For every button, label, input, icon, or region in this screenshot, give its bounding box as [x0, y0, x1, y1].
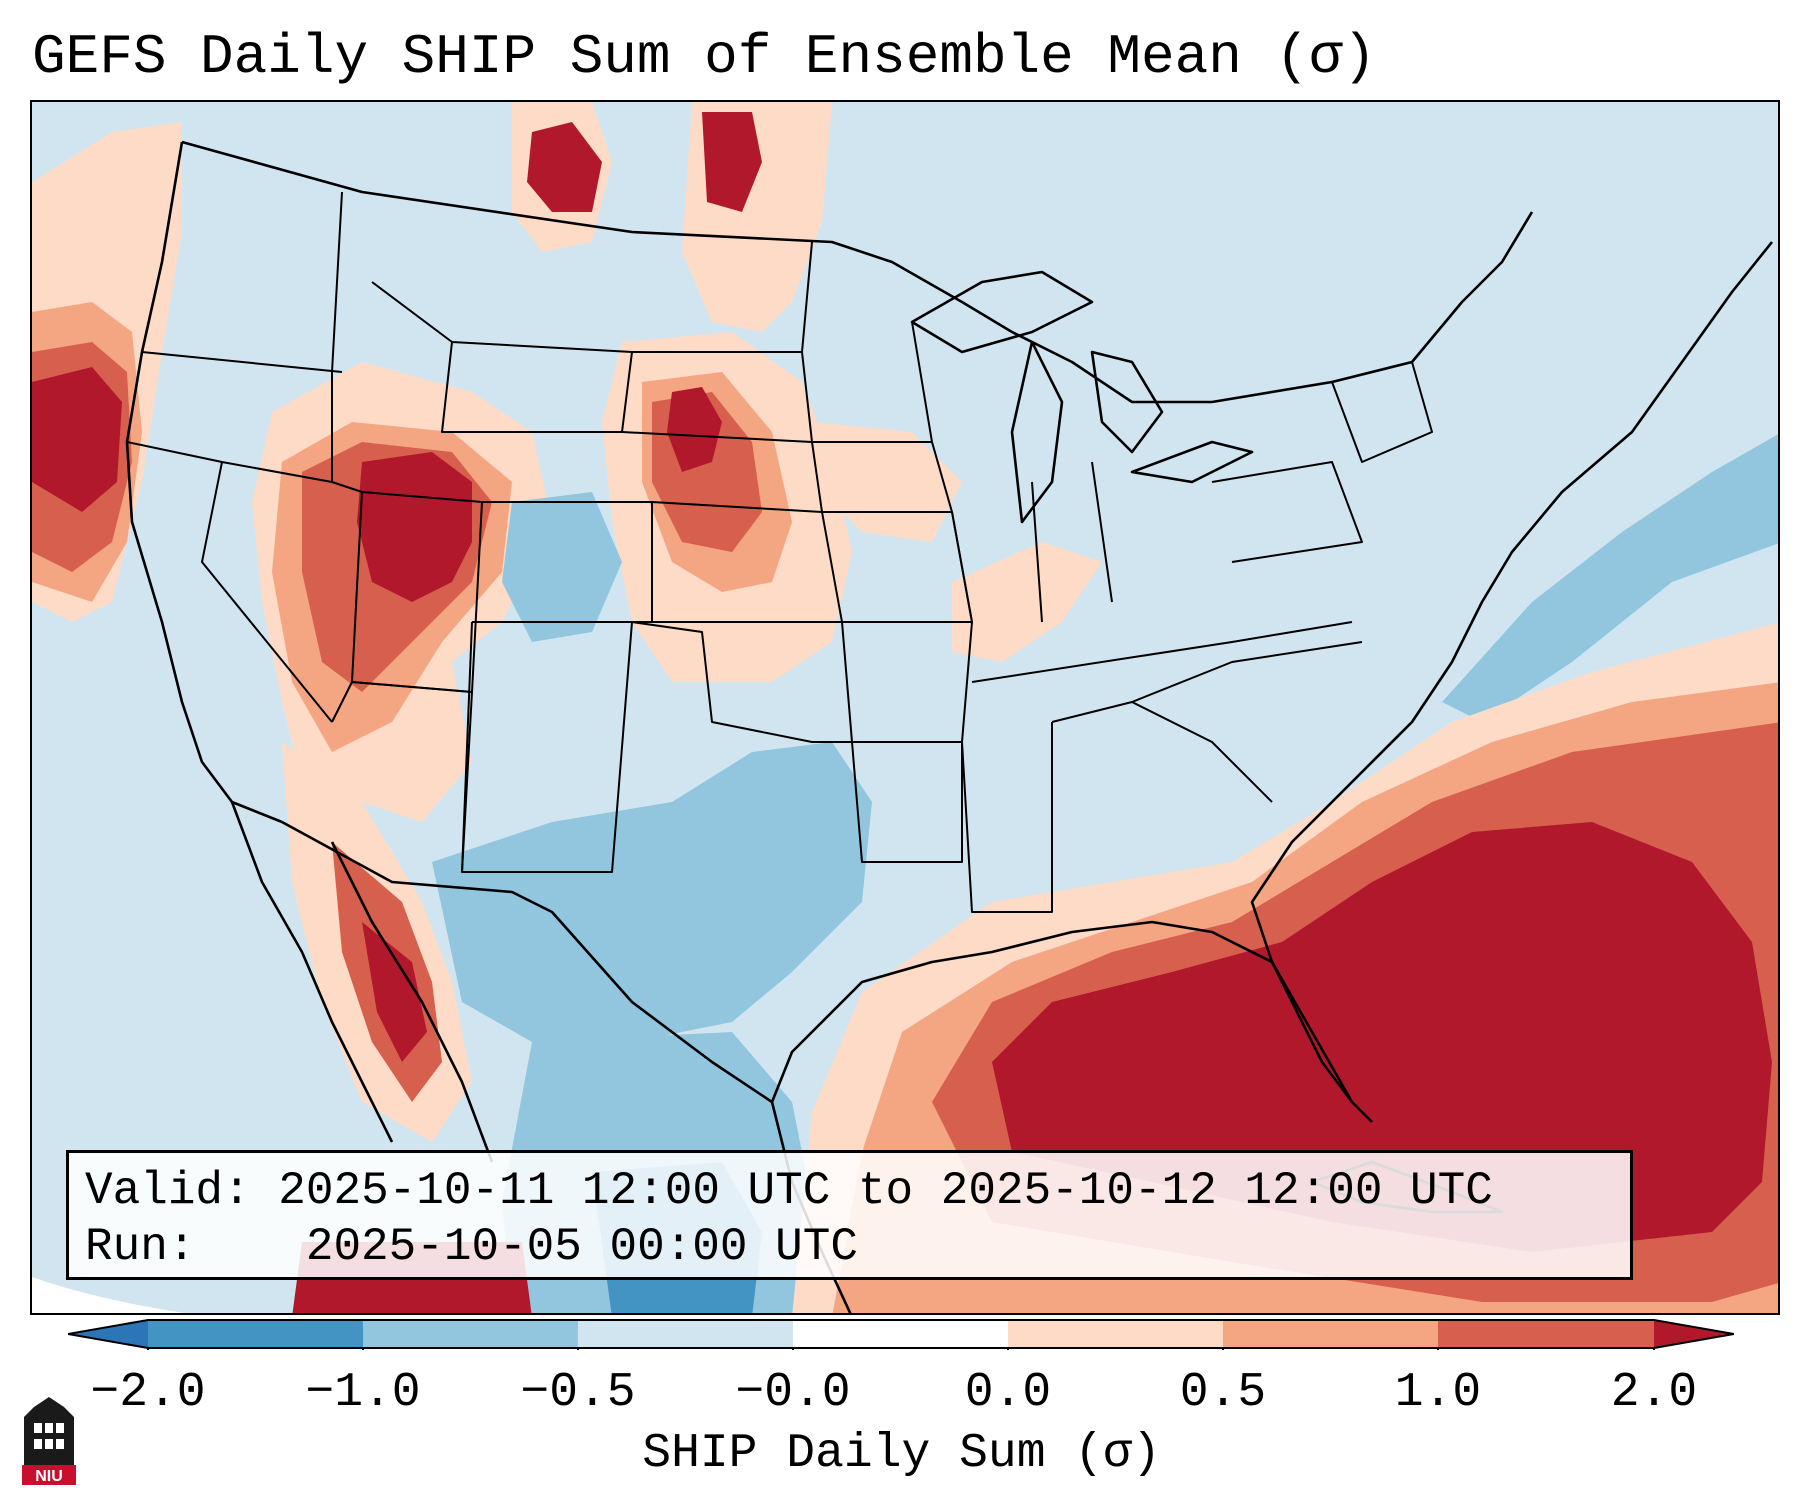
colorbar	[68, 1319, 1734, 1350]
colorbar-seg-neg2-neg1	[148, 1320, 363, 1348]
florida	[1270, 961, 1354, 1103]
state-line-wa-or	[141, 351, 343, 373]
baja-california	[230, 801, 394, 1143]
valid-label: Valid:	[85, 1165, 251, 1217]
state-line-ok-tx	[631, 621, 852, 743]
niu-logo-icon: NIU	[22, 1397, 76, 1485]
colorbar-tick-label: −0.0	[735, 1366, 851, 1420]
valid-line: Valid: 2025-10-11 12:00 UTC to 2025-10-1…	[85, 1163, 1614, 1219]
state-line-la	[851, 741, 963, 863]
us-west-coast	[125, 141, 283, 824]
colorbar-tick-label: −1.0	[305, 1366, 421, 1420]
anomaly-negative-atlantic	[1442, 434, 1778, 722]
colorbar-seg-0-05	[1008, 1320, 1223, 1348]
state-line-nv	[201, 461, 333, 723]
state-line-tn-ky	[971, 621, 1353, 683]
anomaly-extreme-dakotas	[702, 112, 762, 212]
state-line-il-in-oh	[951, 461, 1113, 623]
logo-text: NIU	[35, 1468, 63, 1485]
anomaly-light-ohio-valley	[952, 542, 1102, 662]
map-title: GEFS Daily SHIP Sum of Ensemble Mean (σ)	[32, 25, 1377, 89]
great-lakes-erie	[1130, 440, 1254, 484]
colorbar-tick-label: 0.0	[964, 1366, 1052, 1420]
anomaly-extreme-mexico-west	[362, 922, 427, 1062]
state-line-ia	[811, 441, 953, 513]
coastlines-and-borders	[125, 140, 1774, 1313]
state-line-ga-sc	[1051, 701, 1273, 803]
anomaly-negative-southwest	[432, 742, 872, 1042]
colorbar-seg-05-1	[1223, 1320, 1438, 1348]
state-line-ms-al	[961, 722, 1053, 913]
state-line-nm	[461, 621, 633, 873]
anomaly-extreme-great-basin	[357, 452, 472, 602]
state-line-ne-ks	[651, 501, 823, 513]
state-line-id	[331, 191, 363, 493]
colorbar-seg-neg1-neg05	[363, 1320, 578, 1348]
great-lakes-superior	[910, 270, 1094, 354]
colorbar-extend-low	[68, 1320, 148, 1348]
colorbar-tick-label: 1.0	[1394, 1366, 1482, 1420]
great-lakes-michigan	[1010, 340, 1064, 524]
state-line-wy	[441, 341, 633, 433]
us-mexico-border	[281, 820, 773, 1104]
colorbar-tick-label: 0.5	[1179, 1366, 1267, 1420]
state-line-mn	[801, 321, 933, 443]
us-canada-border	[181, 140, 1534, 404]
validity-info-box: Valid: 2025-10-11 12:00 UTC to 2025-10-1…	[66, 1150, 1633, 1280]
atlantic-coast	[1250, 241, 1774, 963]
run-text: 2025-10-05 00:00 UTC	[305, 1221, 858, 1273]
mexico-west-coast	[330, 841, 494, 1163]
run-label: Run:	[85, 1221, 196, 1273]
state-line-az	[331, 681, 473, 873]
colorbar-tick-label: 2.0	[1610, 1366, 1698, 1420]
colorbar-seg-zero	[793, 1320, 1008, 1348]
run-line: Run: 2025-10-05 00:00 UTC	[85, 1219, 1614, 1275]
colorbar-label: SHIP Daily Sum (σ)	[642, 1427, 1161, 1481]
colorbar-tick-marks	[147, 1348, 1655, 1350]
anomaly-extreme-central-plains	[667, 387, 722, 472]
anomaly-extreme-pacific	[32, 367, 122, 512]
great-lakes-huron	[1090, 350, 1164, 454]
colorbar-tick-label: −2.0	[90, 1366, 206, 1420]
anomaly-extreme-montana	[527, 122, 602, 212]
state-borders	[126, 191, 1433, 913]
colorbar-extend-high	[1654, 1320, 1734, 1348]
state-line-co	[472, 501, 653, 623]
state-line-sd-ne	[621, 431, 813, 443]
anomaly-extreme-gulf-atlantic	[992, 822, 1772, 1252]
gulf-coast	[770, 920, 1373, 1123]
map-panel	[30, 100, 1780, 1315]
state-line-nc-va	[1131, 641, 1363, 703]
colorbar-seg-1-2	[1438, 1320, 1654, 1348]
state-line-new-england	[1331, 361, 1433, 463]
state-line-ar	[841, 621, 973, 743]
ship-anomaly-map	[32, 102, 1778, 1313]
anomaly-negative-colorado	[502, 492, 622, 642]
valid-text: 2025-10-11 12:00 UTC to 2025-10-12 12:00…	[278, 1165, 1493, 1217]
colorbar-tick-label: −0.5	[520, 1366, 636, 1420]
state-line-pa-ny	[1211, 461, 1363, 563]
colorbar-seg-neg05-0	[578, 1320, 793, 1348]
